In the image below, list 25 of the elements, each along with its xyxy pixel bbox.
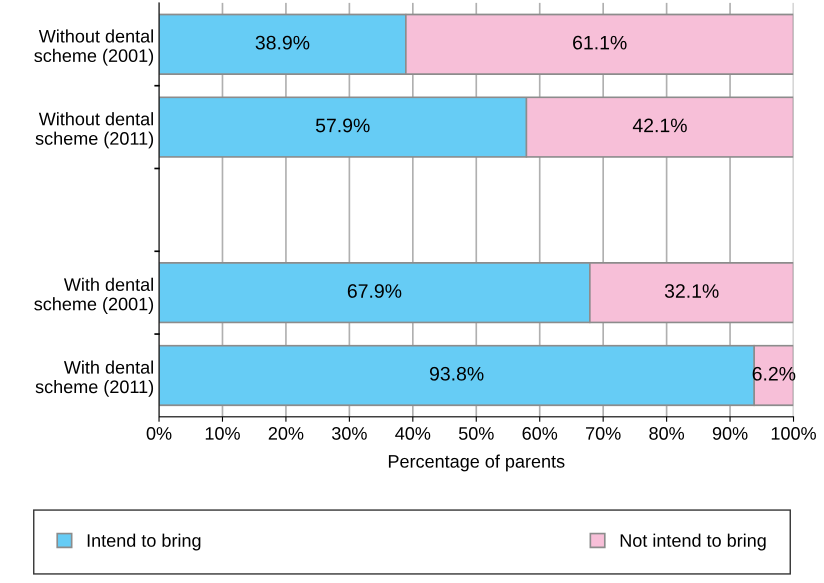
- x-tick-label: 30%: [332, 427, 367, 440]
- data-label: 57.9%: [316, 118, 370, 132]
- x-tick-label: 40%: [395, 427, 430, 440]
- x-tick-label: 0%: [146, 427, 172, 440]
- data-label: 67.9%: [348, 284, 402, 298]
- x-tick-label: 90%: [712, 427, 748, 440]
- y-tick-label: With dental scheme (2001): [34, 278, 154, 314]
- legend-label: Not intend to bring: [620, 534, 766, 550]
- y-tick-label: Without dental scheme (2011): [36, 112, 154, 148]
- x-tick-label: 80%: [649, 427, 684, 440]
- data-label: 32.1%: [664, 284, 719, 298]
- x-tick-label: 20%: [268, 427, 304, 440]
- x-tick-label: 10%: [206, 427, 240, 440]
- data-label: 42.1%: [632, 118, 687, 132]
- y-tick-label: With dental scheme (2011): [36, 360, 154, 397]
- legend-label: Intend to bring: [88, 534, 200, 550]
- x-tick-label: 60%: [522, 427, 558, 440]
- y-tick-label: Without dental scheme (2001): [34, 29, 154, 66]
- data-label: 61.1%: [573, 36, 627, 50]
- data-label: 38.9%: [256, 36, 310, 50]
- x-tick-label: 100%: [772, 427, 816, 440]
- x-tick-label: 50%: [458, 427, 494, 440]
- x-tick-label: 70%: [586, 427, 621, 440]
- data-label: 93.8%: [430, 366, 484, 381]
- x-axis-title: Percentage of parents: [388, 454, 564, 472]
